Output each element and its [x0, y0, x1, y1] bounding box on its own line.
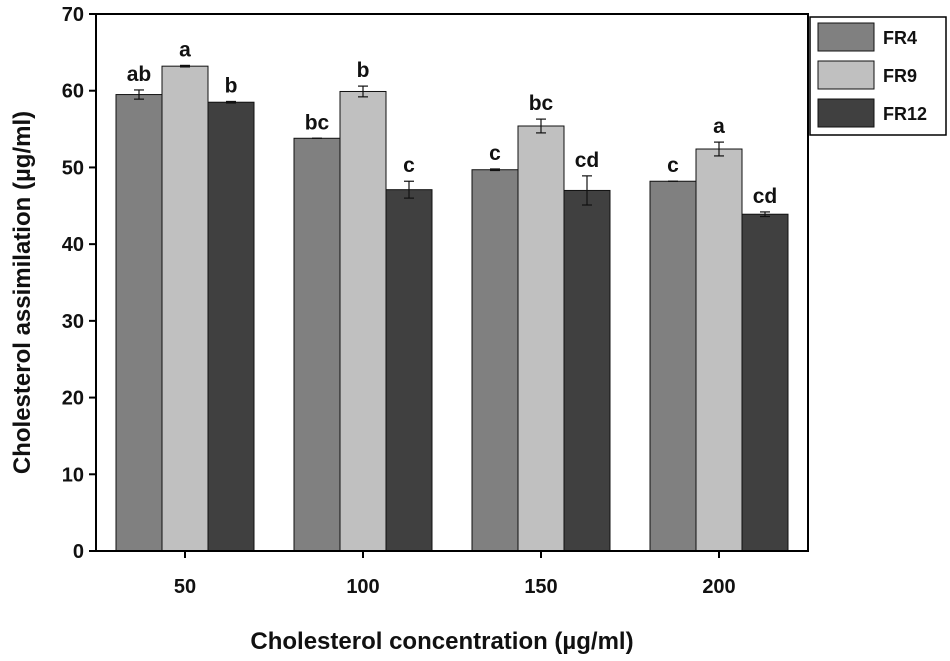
bar-fr4-100 — [293, 137, 341, 552]
significance-label: a — [713, 115, 725, 138]
y-tick-label: 10 — [62, 464, 84, 486]
x-tick-label: 150 — [524, 576, 557, 598]
error-bar — [226, 100, 236, 104]
x-tick-label: 200 — [702, 576, 735, 598]
y-tick-label: 20 — [62, 388, 84, 410]
y-axis: 0 10 20 30 40 50 60 70 — [62, 4, 96, 563]
legend-label-fr12: FR12 — [883, 104, 927, 124]
plot-frame — [95, 13, 809, 552]
significance-label: cd — [753, 185, 778, 208]
y-axis-title: Cholesterol assimilation (µg/ml) — [9, 111, 36, 474]
significance-label: bc — [305, 111, 330, 134]
error-bar — [490, 168, 500, 172]
legend: FR4 FR9 FR12 — [809, 16, 947, 136]
significance-label: b — [225, 74, 238, 97]
bar-fr12-150 — [563, 189, 611, 552]
x-axis-title: Cholesterol concentration (µg/ml) — [250, 628, 633, 655]
y-tick-label: 30 — [62, 311, 84, 333]
error-bar — [180, 64, 190, 68]
bar-fr4-200 — [649, 180, 697, 552]
significance-label: a — [179, 38, 191, 61]
error-bar — [760, 211, 770, 218]
legend-swatch-fr9 — [817, 60, 875, 90]
y-tick-label: 70 — [62, 4, 84, 26]
x-tick-label: 50 — [174, 576, 196, 598]
error-bar — [404, 180, 414, 199]
y-tick-label: 60 — [62, 81, 84, 103]
bar-fr12-50 — [207, 101, 255, 552]
legend-label-fr9: FR9 — [883, 66, 917, 86]
bar-fr12-200 — [741, 213, 789, 552]
x-tick-label: 100 — [346, 576, 379, 598]
error-bar — [714, 141, 724, 157]
significance-label: b — [357, 59, 370, 82]
error-bars-layer — [134, 64, 770, 218]
y-tick-label: 40 — [62, 234, 84, 256]
bars-layer — [115, 65, 789, 552]
y-tick-label: 50 — [62, 157, 84, 179]
significance-label: c — [667, 154, 679, 177]
legend-label-fr4: FR4 — [883, 28, 917, 48]
bar-fr9-50 — [161, 65, 209, 552]
legend-swatch-fr12 — [817, 98, 875, 128]
bar-fr9-150 — [517, 125, 565, 552]
x-axis: 50 100 150 200 — [174, 551, 736, 598]
error-bar — [358, 85, 368, 98]
error-bar — [582, 175, 592, 206]
bar-fr9-200 — [695, 148, 743, 552]
error-bar — [536, 118, 546, 134]
significance-label: cd — [575, 149, 600, 172]
bar-fr9-100 — [339, 90, 387, 552]
bar-fr12-100 — [385, 189, 433, 552]
significance-label: c — [403, 154, 415, 177]
y-tick-label: 0 — [73, 541, 84, 563]
significance-label: bc — [529, 92, 554, 115]
legend-swatch-fr4 — [817, 22, 875, 52]
significance-label: ab — [127, 63, 152, 86]
significance-label: c — [489, 142, 501, 165]
error-bar — [134, 89, 144, 100]
bar-fr4-150 — [471, 169, 519, 552]
bar-fr4-50 — [115, 94, 163, 552]
